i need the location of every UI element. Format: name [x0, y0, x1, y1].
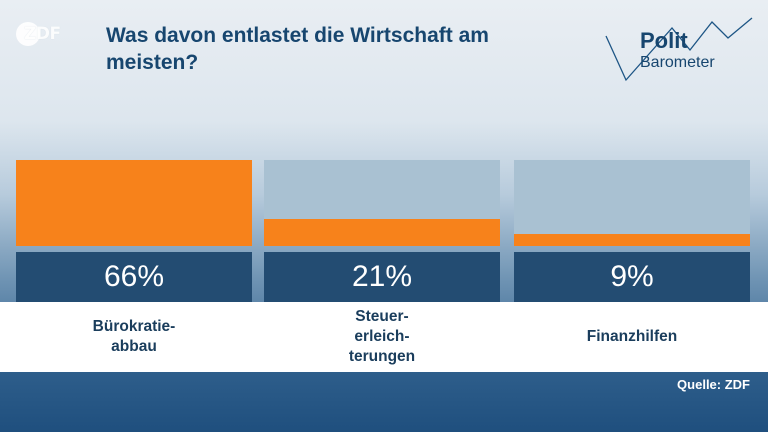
zdf-logo: ZDF — [16, 22, 61, 46]
category-label: Bürokratie- abbau — [92, 318, 176, 355]
bar-background — [16, 160, 252, 246]
bar-column: 21% Steuer- erleich- terungen — [264, 160, 500, 372]
value-label: 21% — [264, 252, 500, 302]
politbarometer-logo-line — [605, 17, 753, 82]
bar — [514, 234, 750, 246]
bar — [264, 218, 500, 246]
category-label: Steuer- erleich- terungen — [348, 308, 416, 365]
politbarometer-logo-line2: Barometer — [640, 54, 715, 71]
bar-background — [514, 160, 750, 246]
category-label: Finanzhilfen — [586, 328, 678, 345]
chart-title: Was davon entlastet die Wirtschaft am me… — [106, 24, 489, 74]
zdf-logo-text: ZDF — [24, 24, 61, 44]
value-label: 66% — [16, 252, 252, 302]
bar-background — [264, 160, 500, 246]
zdf-logo-circle — [16, 22, 40, 46]
source-note: Quelle: ZDF — [677, 377, 750, 392]
politbarometer-logo-line1: Polit — [640, 28, 688, 53]
bar — [16, 160, 252, 246]
category-label-strip — [0, 302, 768, 372]
value-label: 9% — [514, 252, 750, 302]
bar-column: 9% Finanzhilfen — [514, 160, 750, 372]
politbarometer-logo: Polit Barometer — [605, 17, 753, 82]
chart-area: 66% Bürokratie- abbau 21% Steuer- erleic… — [0, 160, 768, 372]
bar-column: 66% Bürokratie- abbau — [16, 160, 252, 372]
